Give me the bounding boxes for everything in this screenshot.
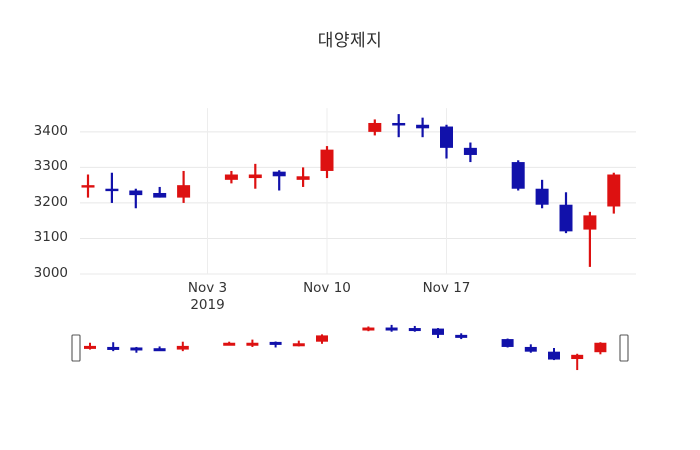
candlestick <box>224 170 238 184</box>
candle-body <box>583 215 597 230</box>
overview-candle-body <box>316 335 328 342</box>
overview-candle-body <box>385 327 398 331</box>
y-axis-tick-label: 3100 <box>33 229 68 246</box>
overview-candle-body <box>455 334 468 338</box>
candlestick <box>583 211 597 267</box>
overview-candle-body <box>432 328 444 335</box>
overview-candle-body <box>501 339 514 347</box>
candlestick <box>392 114 406 138</box>
candle-body <box>320 149 334 171</box>
candle-body <box>440 126 453 148</box>
candle-body <box>105 188 119 192</box>
overview-candlestick <box>246 339 259 347</box>
candle-body <box>368 122 382 132</box>
candlestick <box>607 172 621 214</box>
candle-body <box>81 185 95 188</box>
candle-body <box>177 185 191 198</box>
overview-candlestick <box>153 346 166 352</box>
candlestick <box>511 160 525 191</box>
candle-body <box>224 174 238 180</box>
candlestick <box>272 170 286 191</box>
overview-candle-body <box>153 348 166 352</box>
candle-body <box>463 147 477 155</box>
y-axis-tick-label: 3200 <box>33 193 68 210</box>
overview-candle-body <box>594 342 607 353</box>
candlestick <box>559 192 573 234</box>
candlestick <box>368 119 382 136</box>
candle-body <box>392 122 406 126</box>
candlestick <box>463 142 477 163</box>
overview-candlestick <box>84 342 96 350</box>
overview-candlestick <box>548 348 560 361</box>
overview-candle-body <box>223 342 236 346</box>
overview-candlestick <box>107 342 120 352</box>
overview-candlestick <box>130 346 143 353</box>
candle-body <box>416 124 430 129</box>
overview-candlestick <box>362 326 375 332</box>
candlestick <box>248 163 262 189</box>
overview-candlestick <box>571 353 584 371</box>
overview-candlestick <box>455 333 468 340</box>
overview-candlestick <box>292 340 305 347</box>
overview-candle-body <box>362 327 375 331</box>
overview-candlestick <box>269 341 282 348</box>
overview-candlestick <box>408 325 421 332</box>
candlestick <box>129 188 143 209</box>
candlestick <box>81 174 95 198</box>
candlestick <box>153 186 167 198</box>
overview-candle-body <box>176 345 189 350</box>
overview-candlestick <box>223 341 236 346</box>
overview-candlestick <box>385 324 398 332</box>
candlestick <box>320 146 334 179</box>
overview-candlestick <box>316 334 328 344</box>
overview-candle-body <box>269 341 282 345</box>
candle-body <box>248 174 262 179</box>
overview-candlestick <box>594 342 607 355</box>
candle-body <box>272 171 286 177</box>
y-axis-tick-label: 3300 <box>33 158 68 175</box>
overview-candle-body <box>84 345 96 349</box>
overview-candle-body <box>571 354 584 360</box>
range-end-handle[interactable] <box>619 334 629 362</box>
overview-candle-body <box>524 346 537 352</box>
y-axis-tick-label: 3400 <box>33 122 68 139</box>
overview-candlestick <box>524 344 537 353</box>
candle-body <box>129 190 143 196</box>
overview-candle-body <box>130 347 143 351</box>
candle-body <box>153 192 167 198</box>
page-title: 대양제지 <box>317 31 383 51</box>
overview-candlestick <box>432 328 444 339</box>
candle-body <box>296 176 310 180</box>
overview-candlestick <box>501 338 514 348</box>
overview-candle-body <box>246 342 259 346</box>
candlestick <box>296 167 310 187</box>
overview-candle-body <box>548 351 560 360</box>
candlestick <box>440 124 453 159</box>
candlestick <box>416 117 430 138</box>
x-axis-tick-label: Nov 10 <box>303 280 351 296</box>
overview-candlestick <box>176 341 189 352</box>
range-start-handle[interactable] <box>71 334 81 362</box>
candlestick <box>177 170 191 203</box>
candlestick <box>535 179 549 209</box>
candle-body <box>535 188 549 205</box>
y-axis-tick-label: 3000 <box>33 265 68 281</box>
candle-body <box>607 174 621 207</box>
x-axis-tick-label: Nov 17 <box>422 280 471 296</box>
x-axis-tick-label: Nov 3 2019 <box>187 280 228 313</box>
overview-candle-body <box>408 328 421 332</box>
candle-body <box>559 204 573 232</box>
candle-body <box>511 162 525 189</box>
overview-candle-body <box>292 343 305 347</box>
candlestick <box>105 172 119 203</box>
overview-candle-body <box>107 346 120 350</box>
